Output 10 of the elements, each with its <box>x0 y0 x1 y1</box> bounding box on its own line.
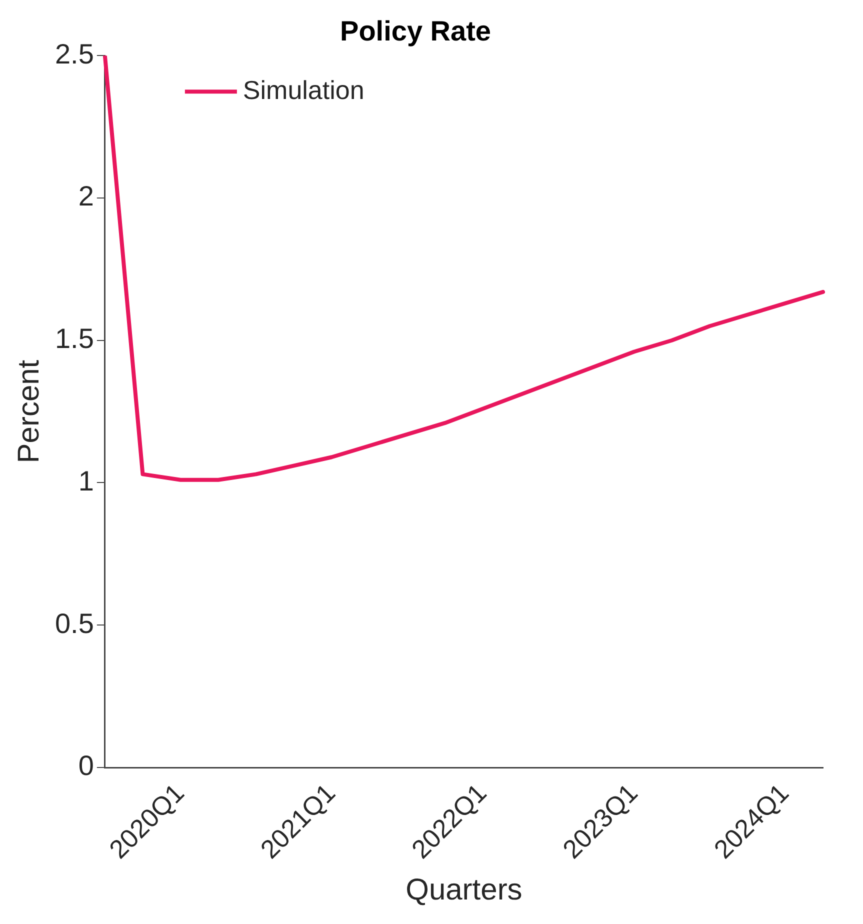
y-tick-label: 2 <box>78 180 94 212</box>
y-tick-label: 0.5 <box>54 608 94 639</box>
legend-label: Simulation <box>242 74 364 105</box>
y-tick-label: 0 <box>78 750 94 782</box>
y-axis-title: Percent <box>12 359 46 464</box>
x-axis-title: Quarters <box>406 873 522 906</box>
y-tick-label: 1 <box>78 465 94 496</box>
chart-title: Policy Rate <box>340 16 491 47</box>
y-tick-label: 1.5 <box>54 323 94 354</box>
y-tick-label: 2.5 <box>54 38 94 70</box>
